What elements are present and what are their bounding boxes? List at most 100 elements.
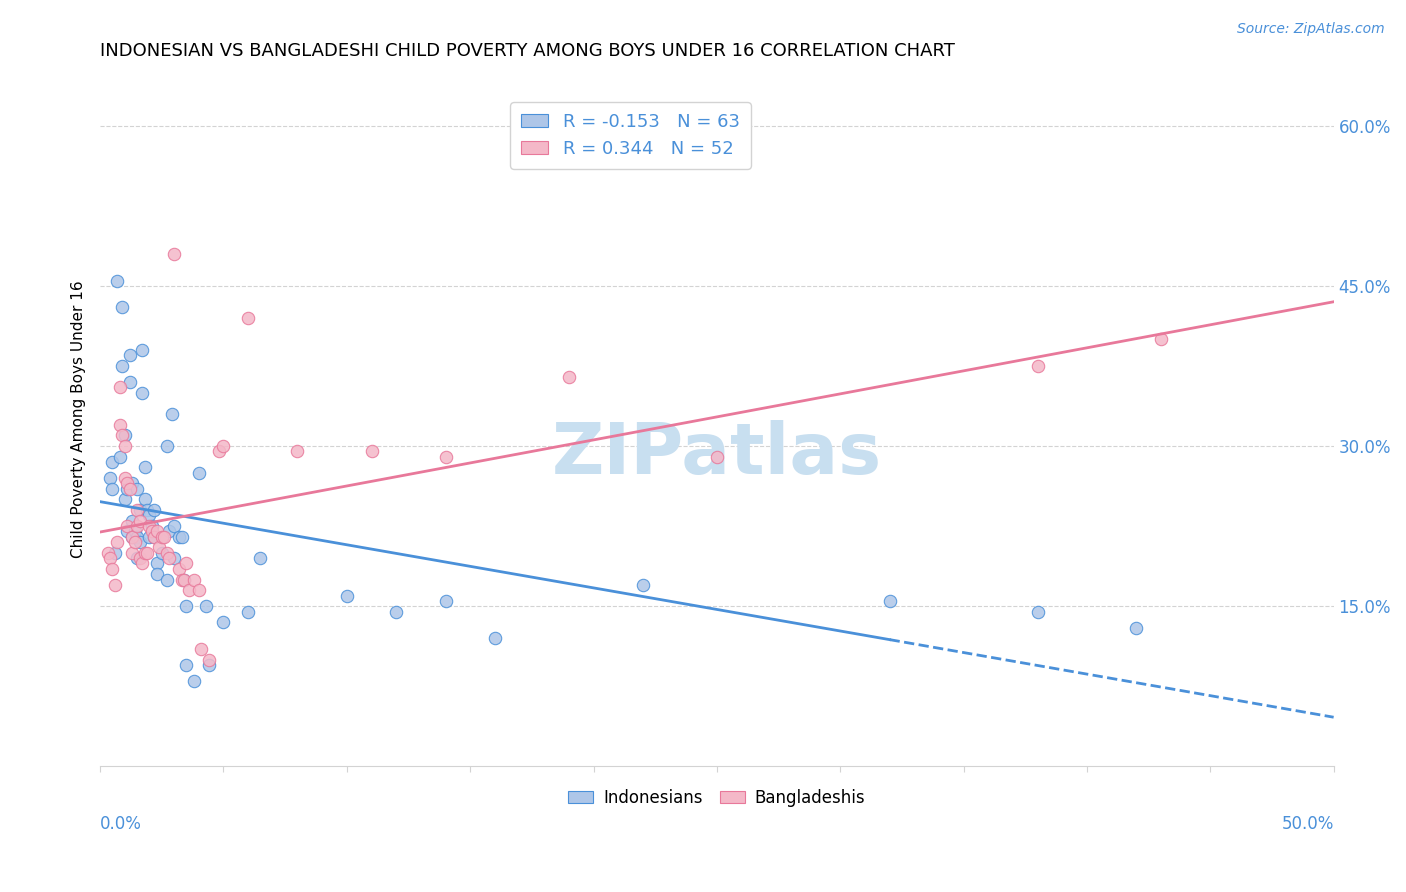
Point [143,503,166,517]
Point [128,535,150,549]
Point [484,631,506,645]
Point [108,380,131,394]
Point [117,519,139,533]
Point [118,482,141,496]
Point [105,535,128,549]
Point [127,551,149,566]
Point [118,348,141,362]
Point [121,476,143,491]
Point [138,508,160,523]
Point [136,503,159,517]
Point [167,530,190,544]
Text: 0.0%: 0.0% [100,815,142,833]
Point [150,546,173,560]
Point [1026,605,1049,619]
Point [173,573,195,587]
Point [136,546,159,560]
Point [706,450,728,464]
Point [434,594,457,608]
Point [111,300,134,314]
Point [195,599,218,614]
Point [138,519,160,533]
Point [118,375,141,389]
Point [157,524,180,539]
Point [105,274,128,288]
Point [98,471,121,485]
Point [183,673,205,688]
Point [157,551,180,566]
Point [121,546,143,560]
Point [143,530,166,544]
Point [121,530,143,544]
Point [163,519,186,533]
Point [1026,359,1049,373]
Point [236,605,259,619]
Point [170,530,193,544]
Point [131,557,153,571]
Point [558,369,581,384]
Point [146,557,169,571]
Point [187,583,209,598]
Point [104,578,127,592]
Point [114,428,136,442]
Point [176,557,198,571]
Point [385,605,408,619]
Point [249,551,271,566]
Point [111,428,134,442]
Text: INDONESIAN VS BANGLADESHI CHILD POVERTY AMONG BOYS UNDER 16 CORRELATION CHART: INDONESIAN VS BANGLADESHI CHILD POVERTY … [100,42,955,60]
Point [101,482,124,496]
Point [207,444,229,458]
Point [360,444,382,458]
Point [879,594,901,608]
Point [197,657,219,672]
Point [131,385,153,400]
Point [134,492,156,507]
Point [127,482,149,496]
Point [143,530,166,544]
Point [141,519,163,533]
Point [127,530,149,544]
Point [631,578,654,592]
Point [104,546,127,560]
Point [128,514,150,528]
Point [114,492,136,507]
Point [163,247,186,261]
Point [108,417,131,432]
Point [177,583,200,598]
Point [111,359,134,373]
Point [197,652,219,666]
Point [128,551,150,566]
Legend: Indonesians, Bangladeshis: Indonesians, Bangladeshis [562,782,872,814]
Point [114,439,136,453]
Text: Source: ZipAtlas.com: Source: ZipAtlas.com [1237,22,1385,37]
Point [108,450,131,464]
Point [134,460,156,475]
Point [176,657,198,672]
Point [127,503,149,517]
Point [124,535,146,549]
Point [212,615,235,630]
Point [167,562,190,576]
Point [153,530,176,544]
Point [131,343,153,357]
Point [156,439,179,453]
Point [336,589,359,603]
Point [121,514,143,528]
Point [156,546,179,560]
Point [114,471,136,485]
Point [163,551,186,566]
Text: ZIPatlas: ZIPatlas [551,419,882,489]
Y-axis label: Child Poverty Among Boys Under 16: Child Poverty Among Boys Under 16 [72,281,86,558]
Point [190,641,212,656]
Point [150,530,173,544]
Point [101,455,124,469]
Point [96,546,118,560]
Point [98,551,121,566]
Point [212,439,235,453]
Point [287,444,309,458]
Point [156,573,179,587]
Point [127,519,149,533]
Point [160,407,183,421]
Point [128,503,150,517]
Point [134,546,156,560]
